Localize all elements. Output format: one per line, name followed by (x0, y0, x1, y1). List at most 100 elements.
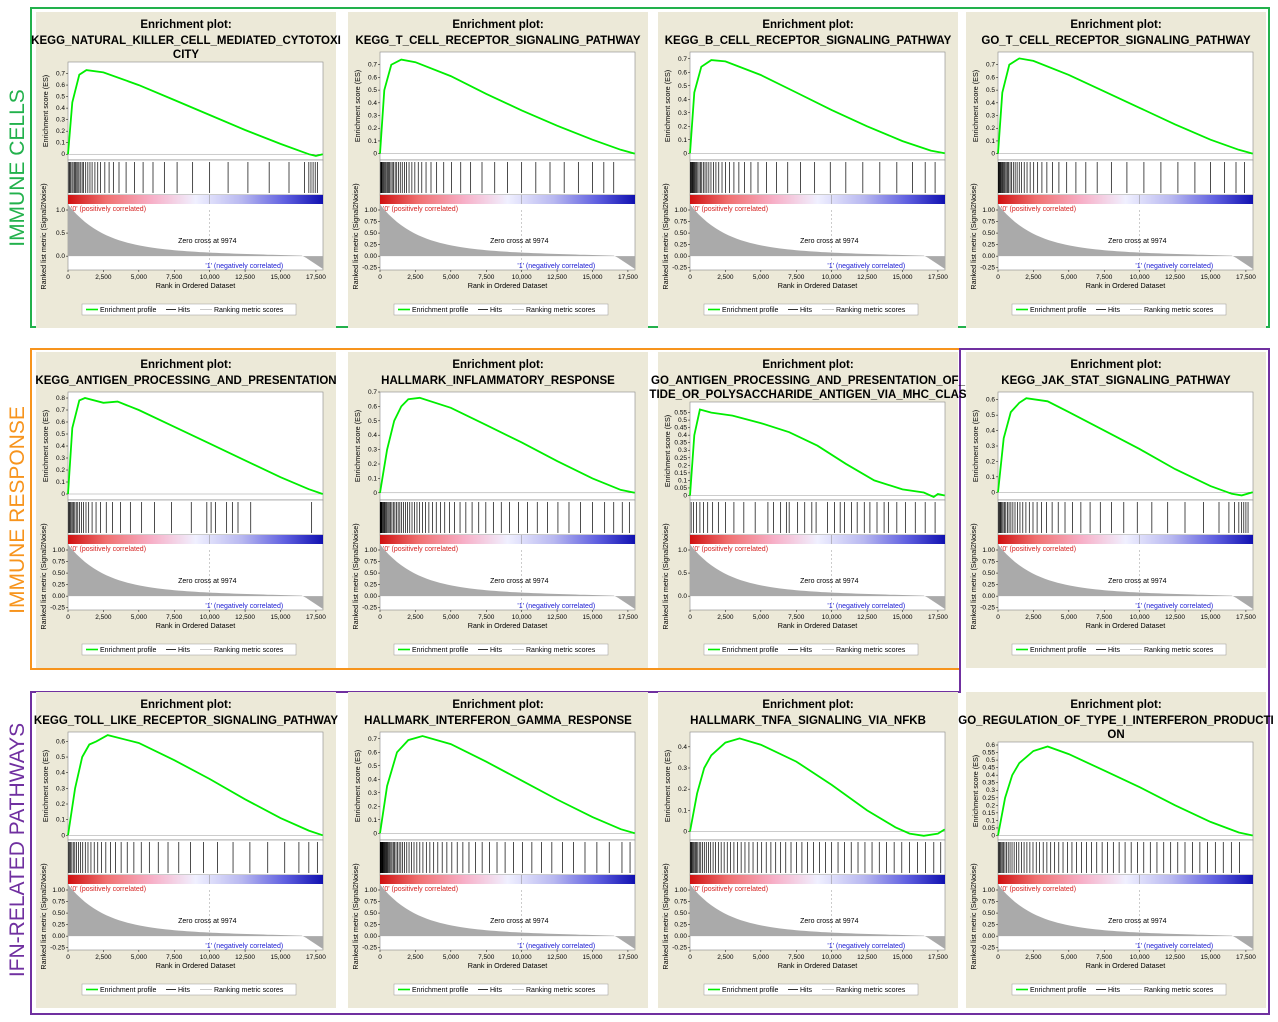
legend-box (1011, 983, 1227, 996)
x-tick-label: 12,500 (857, 274, 877, 281)
es-tick-label: 0 (991, 832, 995, 839)
rank-gradient-bar (68, 195, 323, 204)
es-tick-label: 0.6 (986, 74, 995, 81)
es-tick-label: 0.7 (368, 389, 377, 396)
hits-area (997, 159, 1254, 196)
es-tick-label: 0.3 (56, 785, 65, 792)
x-tick-label: 0 (66, 614, 70, 621)
positive-label: '0' (positively correlated) (383, 546, 458, 553)
legend-label-hits: Hits (178, 987, 191, 994)
metric-ylabel: Ranked list metric (Signal2Noise) (969, 523, 978, 629)
group-label: IFN-RELATED PATHWAYS (6, 723, 29, 977)
rank-gradient-bar (690, 875, 945, 884)
metric-area (690, 544, 945, 609)
x-axis-label: Rank in Ordered Dataset (156, 961, 236, 970)
es-tick-label: 0.6 (986, 742, 995, 749)
x-tick-label: 5,000 (753, 954, 770, 961)
es-tick-label: 0.4 (678, 744, 687, 751)
metric-tick-label: -0.25 (980, 605, 995, 612)
plot-title: GO_ANTIGEN_PROCESSING_AND_PRESENTATION_O… (651, 375, 966, 387)
es-tick-label: 0.05 (982, 825, 995, 832)
es-tick-label: 0.3 (986, 443, 995, 450)
metric-tick-label: 0.50 (982, 910, 995, 917)
x-tick-label: 0 (378, 274, 382, 281)
es-tick-label: 0.55 (674, 410, 687, 417)
metric-tick-label: 0.0 (56, 253, 65, 260)
x-tick-label: 12,500 (547, 274, 567, 281)
x-tick-label: 7,500 (478, 614, 495, 621)
legend-label-es: Enrichment profile (100, 987, 157, 994)
x-tick-label: 7,500 (166, 954, 183, 961)
negative-label: '1' (negatively correlated) (205, 263, 283, 270)
plot-heading: Enrichment plot: (762, 19, 853, 31)
es-plot-area (379, 731, 636, 841)
metric-tick-label: 0.25 (52, 582, 65, 589)
metric-tick-label: 0.75 (674, 899, 687, 906)
es-tick-label: 0.4 (986, 428, 995, 435)
es-tick-label: 0.3 (986, 787, 995, 794)
x-tick-label: 7,500 (788, 274, 805, 281)
hits-area (689, 839, 946, 876)
legend-label-metric: Ranking metric scores (836, 307, 906, 314)
negative-label: '1' (negatively correlated) (827, 263, 905, 270)
es-tick-label: 0.6 (56, 82, 65, 89)
x-tick-label: 2,500 (407, 614, 424, 621)
legend-label-es: Enrichment profile (412, 647, 469, 654)
es-tick-label: 0.6 (368, 749, 377, 756)
x-tick-label: 5,000 (443, 954, 460, 961)
es-tick-label: 0.5 (56, 431, 65, 438)
es-tick-label: 0.1 (368, 475, 377, 482)
hits-group (68, 502, 313, 533)
legend-label-metric: Ranking metric scores (836, 647, 906, 654)
es-tick-label: 0.15 (674, 470, 687, 477)
legend-label-hits: Hits (800, 647, 813, 654)
legend-label-es: Enrichment profile (722, 307, 779, 314)
x-tick-label: 0 (378, 954, 382, 961)
x-tick-label: 7,500 (166, 614, 183, 621)
x-tick-label: 10,000 (822, 274, 842, 281)
metric-ylabel: Ranked list metric (Signal2Noise) (661, 863, 670, 969)
es-tick-label: 0.4 (986, 100, 995, 107)
x-tick-label: 17,500 (1236, 274, 1256, 281)
es-tick-label: 0.1 (678, 807, 687, 814)
x-tick-label: 17,500 (306, 274, 326, 281)
x-tick-label: 17,500 (306, 614, 326, 621)
group-frame (30, 7, 1270, 328)
plot-heading: Enrichment plot: (1070, 19, 1161, 31)
es-tick-label: 0.4 (368, 432, 377, 439)
metric-plot-area (997, 874, 1254, 951)
es-tick-label: 0 (683, 829, 687, 836)
metric-plot-area (379, 534, 636, 611)
metric-area (690, 204, 945, 269)
metric-tick-label: 0.50 (674, 910, 687, 917)
metric-tick-label: 0.50 (364, 570, 377, 577)
positive-label: '0' (positively correlated) (383, 886, 458, 893)
x-tick-label: 0 (688, 274, 692, 281)
plot-title: KEGG_JAK_STAT_SIGNALING_PATHWAY (1001, 375, 1231, 387)
x-tick-label: 5,000 (1061, 614, 1078, 621)
x-tick-label: 0 (688, 614, 692, 621)
plot-heading: Enrichment plot: (452, 699, 543, 711)
es-tick-label: 0.8 (56, 395, 65, 402)
x-tick-label: 2,500 (95, 954, 112, 961)
x-tick-label: 12,500 (235, 274, 255, 281)
es-ylabel: Enrichment score (ES) (663, 415, 672, 487)
legend-box (1011, 303, 1227, 316)
metric-tick-label: 0.00 (982, 253, 995, 260)
negative-label: '1' (negatively correlated) (827, 943, 905, 950)
metric-tick-label: 1.00 (52, 887, 65, 894)
x-tick-label: 17,500 (618, 274, 638, 281)
x-tick-label: 7,500 (478, 274, 495, 281)
metric-ylabel: Ranked list metric (Signal2Noise) (351, 523, 360, 629)
es-tick-label: 0.35 (674, 440, 687, 447)
legend-label-metric: Ranking metric scores (1144, 987, 1214, 994)
metric-tick-label: 0.75 (364, 219, 377, 226)
gsea-panel: Enrichment plot: KEGG_ANTIGEN_PROCESSING_… (35, 352, 337, 668)
metric-tick-label: 1.0 (56, 207, 65, 214)
metric-tick-label: 0.5 (56, 230, 65, 237)
positive-label: '0' (positively correlated) (1001, 886, 1076, 893)
zero-cross-label: Zero cross at 9974 (800, 238, 858, 245)
es-tick-label: 0.45 (674, 425, 687, 432)
x-tick-label: 5,000 (131, 274, 148, 281)
x-tick-label: 0 (66, 954, 70, 961)
